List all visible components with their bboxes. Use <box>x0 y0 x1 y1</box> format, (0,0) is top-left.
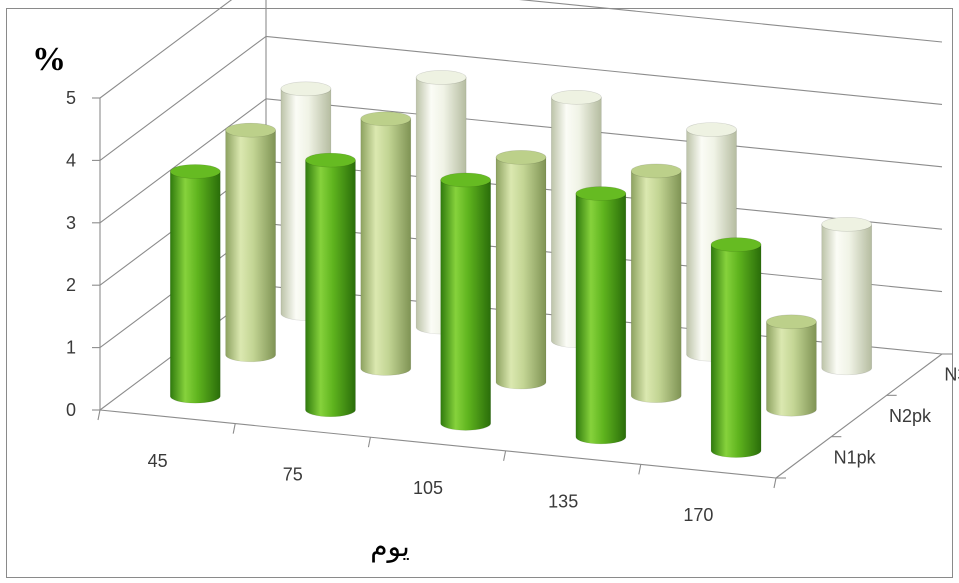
series-label: N2pk <box>889 406 932 426</box>
x-tick <box>367 437 371 448</box>
depth-axis-line <box>775 353 943 479</box>
bar-cylinder <box>710 244 762 458</box>
bar-top <box>280 81 332 97</box>
x-axis-label: يوم <box>370 530 410 563</box>
x-tick <box>638 464 642 475</box>
x-tick-label: 135 <box>548 492 578 512</box>
bar-cylinder <box>495 157 547 390</box>
y-tick-label: 5 <box>66 88 76 108</box>
bar-top <box>440 172 491 188</box>
bar-top <box>686 122 737 137</box>
bar-top <box>710 237 762 252</box>
bar-top <box>551 90 602 105</box>
bar-top <box>766 314 817 330</box>
bar-top <box>575 186 627 201</box>
bar-cylinder <box>575 193 627 445</box>
bar-top <box>415 70 467 85</box>
x-tick <box>97 409 101 421</box>
bar-cylinder <box>305 159 356 418</box>
y-tick-label: 1 <box>66 338 76 358</box>
bar-cylinder <box>440 179 491 431</box>
x-tick-label: 75 <box>283 464 303 484</box>
bar-top <box>630 163 682 179</box>
series-label: N3pk <box>944 365 959 385</box>
bar-top <box>821 217 873 232</box>
bar-top <box>169 164 221 179</box>
bar-cylinder <box>169 171 221 404</box>
y-tick-label: 4 <box>66 150 76 170</box>
x-tick-label: 45 <box>148 451 168 471</box>
bar-top <box>495 150 547 165</box>
bar-cylinder <box>766 321 817 417</box>
x-tick <box>503 450 507 461</box>
bar-cylinder <box>225 129 276 363</box>
x-tick-label: 105 <box>413 478 443 498</box>
series-label: N1pk <box>834 447 877 467</box>
y-tick-label: 3 <box>66 213 76 233</box>
bar-top <box>360 111 412 127</box>
bar-top <box>305 152 356 168</box>
y-axis-label: % <box>32 41 66 78</box>
x-tick-label: 170 <box>683 505 713 525</box>
x-axis-line <box>99 409 777 479</box>
x-tick <box>773 477 777 489</box>
x-tick <box>232 423 236 434</box>
bar-top <box>225 122 276 138</box>
bar-cylinder <box>630 170 682 403</box>
bar-cylinder <box>360 118 412 376</box>
y-tick-label: 2 <box>66 275 76 295</box>
y-tick-label: 0 <box>66 400 76 420</box>
bar-cylinder <box>821 224 873 376</box>
gridline <box>99 0 943 99</box>
